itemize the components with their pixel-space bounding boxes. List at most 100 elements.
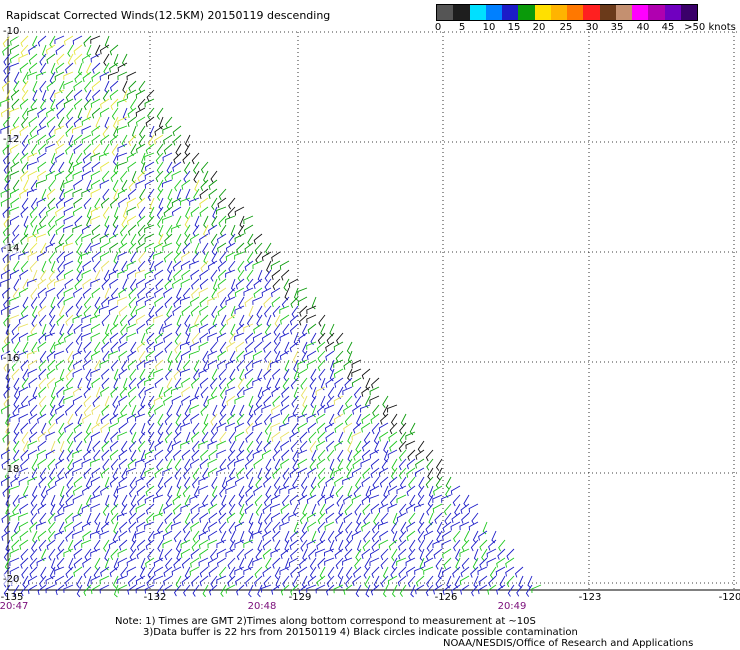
wind-barb-icon: [254, 242, 263, 255]
wind-barb-icon: [162, 152, 173, 162]
wind-barb-icon: [326, 332, 335, 345]
wind-barb-icon: [163, 503, 173, 514]
wind-barb-icon: [245, 494, 254, 506]
wind-barb-icon: [126, 269, 137, 280]
wind-barb-icon: [20, 395, 29, 408]
wind-barb-icon: [118, 449, 128, 461]
wind-barb-icon: [65, 485, 74, 498]
wind-barb-icon: [110, 170, 119, 182]
wind-barb-icon: [4, 170, 11, 184]
wind-barb-icon: [91, 404, 101, 415]
wind-barb-icon: [126, 89, 137, 99]
wind-barb-icon: [144, 458, 155, 468]
wind-barb-icon: [29, 422, 38, 435]
wind-barb-icon: [46, 80, 56, 92]
wind-barb-icon: [138, 134, 146, 147]
wind-barb-icon: [101, 341, 110, 353]
color-scale-swatch: [632, 5, 649, 20]
wind-barb-icon: [117, 548, 128, 558]
wind-barb-icon: [27, 161, 38, 170]
wind-barb-icon: [397, 575, 407, 587]
wind-barb-icon: [39, 512, 47, 525]
wind-barb-icon: [335, 485, 344, 498]
wind-barb-icon: [65, 494, 74, 506]
wind-barb-icon: [253, 404, 263, 416]
wind-barb-icon: [36, 152, 47, 163]
wind-barb-icon: [192, 224, 200, 237]
wind-barb-icon: [369, 395, 380, 405]
wind-barb-icon: [236, 359, 245, 372]
wind-barb-icon: [252, 296, 263, 305]
wind-barb-icon: [122, 80, 128, 94]
wind-barb-icon: [207, 296, 218, 305]
wind-barb-icon: [172, 134, 182, 146]
wind-barb-icon: [423, 566, 434, 575]
wind-barb-icon: [324, 557, 335, 566]
wind-barb-icon: [173, 152, 182, 164]
wind-barb-icon: [172, 125, 182, 137]
wind-barb-icon: [81, 170, 92, 180]
wind-barb-icon: [252, 377, 263, 386]
wind-barb-icon: [37, 584, 47, 596]
wind-barb-icon: [153, 575, 164, 584]
wind-barb-icon: [353, 566, 362, 578]
wind-barb-icon: [154, 287, 164, 298]
wind-barb-icon: [184, 233, 191, 246]
wind-barb-icon: [27, 575, 38, 586]
wind-barb-icon: [207, 440, 218, 450]
wind-barb-icon: [225, 476, 236, 486]
wind-barb-icon: [199, 566, 209, 578]
wind-barb-icon: [171, 395, 182, 405]
wind-barb-icon: [343, 512, 353, 523]
color-scale-swatch: [518, 5, 535, 20]
lon-label: -126: [434, 592, 458, 603]
wind-barb-icon: [191, 278, 200, 290]
wind-barb-icon: [382, 404, 389, 418]
wind-barb-icon: [245, 431, 254, 443]
wind-barb-icon: [130, 341, 137, 354]
color-scale-swatch: [648, 5, 665, 20]
wind-barb-icon: [172, 260, 182, 272]
wind-barb-icon: [324, 521, 335, 531]
wind-barb-icon: [283, 368, 290, 382]
note-line-3: NOAA/NESDIS/Office of Research and Appli…: [443, 638, 694, 649]
wind-barb-icon: [147, 395, 155, 408]
wind-barb-icon: [272, 521, 281, 534]
wind-barb-icon: [252, 422, 263, 431]
wind-barb-icon: [414, 503, 425, 512]
wind-barb-icon: [72, 485, 83, 496]
wind-barb-icon: [229, 368, 236, 382]
wind-barb-icon: [10, 143, 20, 154]
wind-barb-icon: [272, 368, 281, 380]
wind-barb-icon: [399, 422, 407, 435]
wind-barb-icon: [470, 566, 479, 578]
wind-barb-icon: [135, 305, 146, 315]
wind-barb-icon: [218, 521, 227, 534]
wind-barb-icon: [64, 278, 74, 289]
wind-barb-icon: [270, 512, 281, 523]
wind-barb-icon: [333, 467, 344, 477]
wind-barb-icon: [199, 188, 209, 200]
wind-barb-icon: [100, 98, 110, 109]
wind-barb-icon: [171, 386, 182, 395]
scale-label: 15: [507, 22, 521, 33]
wind-barb-icon: [149, 125, 155, 139]
wind-barb-icon: [128, 179, 137, 192]
wind-barb-icon: [291, 395, 299, 408]
wind-barb-icon: [153, 341, 164, 351]
wind-barb-icon: [247, 233, 254, 246]
wind-barb-icon: [191, 287, 200, 299]
wind-barb-icon: [13, 341, 20, 354]
wind-barb-icon: [174, 179, 182, 192]
wind-barb-icon: [40, 485, 47, 499]
wind-barb-icon: [306, 413, 317, 423]
wind-barb-icon: [175, 413, 182, 427]
wind-barb-icon: [208, 521, 218, 532]
wind-barb-icon: [64, 575, 74, 587]
wind-barb-icon: [255, 395, 263, 408]
wind-barb-icon: [145, 485, 155, 497]
wind-barb-icon: [329, 485, 335, 499]
wind-barb-icon: [453, 530, 461, 543]
time-label: 20:47: [0, 601, 29, 612]
wind-barb-icon: [329, 458, 335, 472]
